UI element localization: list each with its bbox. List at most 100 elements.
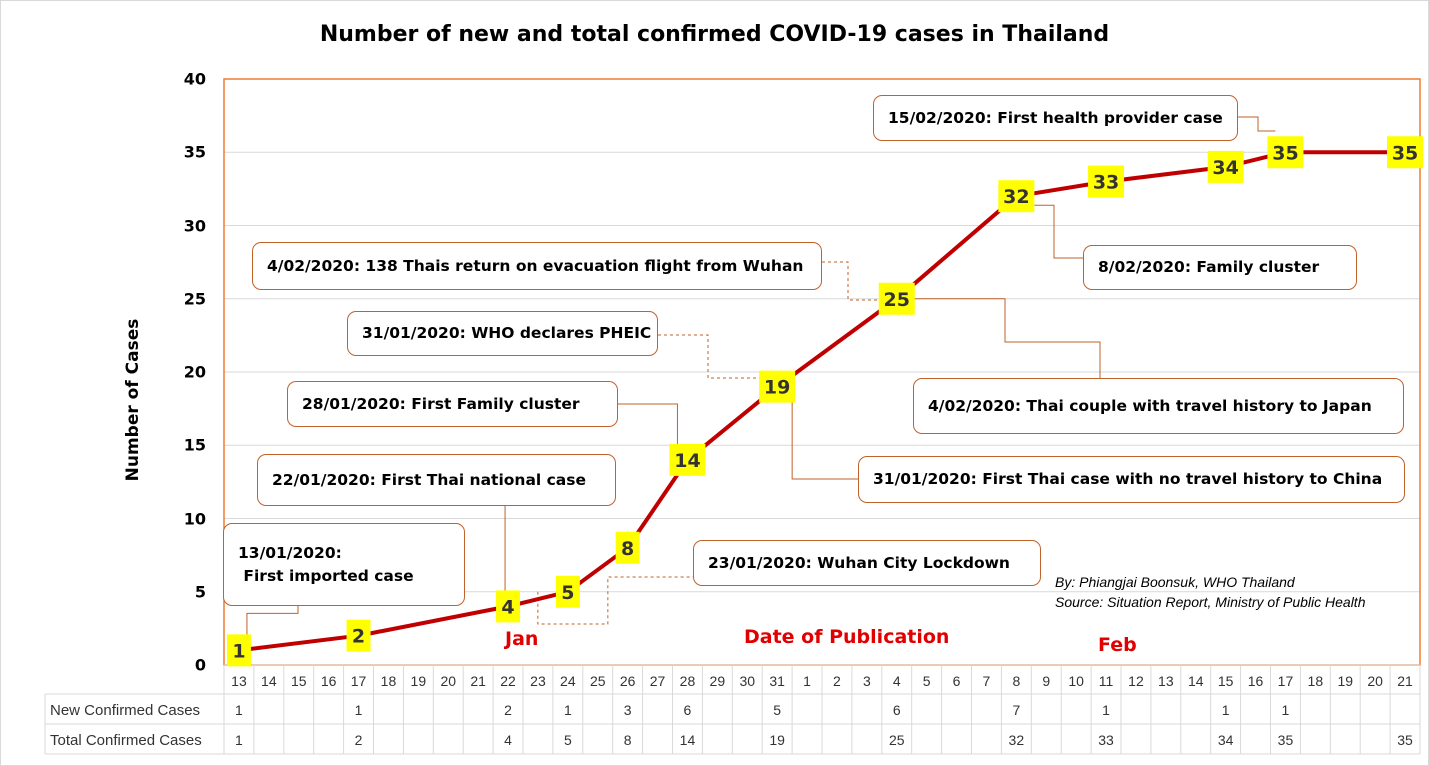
data-label-box-22 [878,282,915,315]
data-label-box-15 [669,443,706,476]
connector-31-jan-who [658,334,764,379]
callout-4-feb-evacuation-flight: 4/02/2020: 138 Thais return on evacuatio… [252,242,822,290]
callout-23-jan-text: 23/01/2020: Wuhan City Lockdown [708,553,1010,572]
connector-4-feb-evac [822,261,881,301]
data-label-35: 35 [1272,142,1298,164]
data-label-4: 2 [352,626,365,648]
x-tick-label-20: 2 [833,673,841,689]
data-point-26: 32 [998,180,1035,213]
data-point-13: 8 [615,531,640,564]
connector-15-feb [1238,116,1276,132]
table-cell-0-0: 1 [235,702,243,718]
x-tick-label-0: 13 [231,673,247,689]
data-point-22: 25 [878,282,915,315]
x-tick-label-15: 28 [680,673,696,689]
data-point-11: 5 [555,575,580,608]
callout-31-jan-no-travel-text: 31/01/2020: First Thai case with no trav… [873,470,1383,488]
data-label-11: 5 [561,582,574,604]
y-tick-label-35: 35 [183,142,206,162]
data-point-4: 2 [346,619,371,652]
x-tick-label-36: 18 [1308,673,1324,689]
credit-author: By: Phiangjai Boonsuk, WHO Thailand [1055,574,1295,590]
callout-31-jan-no-travel-history: 31/01/2020: First Thai case with no trav… [858,456,1405,503]
data-label-9: 4 [501,596,514,618]
table-cell-0-9: 2 [504,702,512,718]
table-cell-1-13: 8 [624,732,632,748]
callout-4-feb-japan-travel: 4/02/2020: Thai couple with travel histo… [913,378,1404,434]
data-label-box-9 [496,590,521,623]
x-tick-label-39: 21 [1397,673,1413,689]
data-label-box-35 [1267,136,1304,169]
x-tick-label-28: 10 [1068,673,1084,689]
x-tick-label-29: 11 [1099,673,1114,689]
x-tick-label-16: 29 [710,673,726,689]
data-label-13: 8 [621,538,634,560]
data-label-box-26 [998,180,1035,213]
x-tick-label-22: 4 [893,673,901,689]
y-tick-label-0: 0 [194,655,206,675]
callout-15-feb-text: 15/02/2020: First health provider case [888,108,1223,127]
x-tick-label-3: 16 [321,673,337,689]
x-tick-label-21: 3 [863,673,871,689]
table-cell-0-18: 5 [773,702,781,718]
table-cell-0-35: 1 [1282,702,1290,718]
connector-4-feb-japan [912,298,1101,378]
x-tick-label-12: 25 [590,673,606,689]
table-cell-1-26: 32 [1009,732,1025,748]
connector-31-jan-no-travel [791,400,858,480]
callout-28-jan-first-family-cluster: 28/01/2020: First Family cluster [287,381,618,427]
data-label-box-33 [1207,150,1244,183]
y-tick-label-25: 25 [183,289,206,309]
x-tick-label-34: 16 [1248,673,1264,689]
y-tick-label-40: 40 [183,69,206,89]
data-point-29: 33 [1088,165,1125,198]
x-tick-label-9: 22 [500,673,516,689]
data-label-39: 35 [1392,142,1418,164]
table-cell-1-11: 5 [564,732,572,748]
data-point-15: 14 [669,443,706,476]
data-point-0: 1 [226,634,251,667]
x-tick-label-2: 15 [291,673,307,689]
x-tick-label-25: 7 [983,673,991,689]
x-tick-label-23: 5 [923,673,931,689]
x-tick-label-8: 21 [470,673,486,689]
data-label-15: 14 [674,450,700,472]
x-tick-label-32: 14 [1188,673,1204,689]
table-cell-1-39: 35 [1397,732,1413,748]
data-label-box-11 [555,575,580,608]
x-tick-label-13: 26 [620,673,636,689]
x-tick-label-24: 6 [953,673,961,689]
table-cell-1-18: 19 [769,732,785,748]
data-label-box-0 [226,634,251,667]
table-cell-0-15: 6 [684,702,692,718]
x-tick-label-10: 23 [530,673,546,689]
table-cell-1-33: 34 [1218,732,1234,748]
table-cell-1-9: 4 [504,732,512,748]
x-tick-label-4: 17 [351,673,367,689]
callout-15-feb-health-provider: 15/02/2020: First health provider case [873,95,1238,141]
table-cell-0-33: 1 [1222,702,1230,718]
table-row-header-0: New Confirmed Cases [50,702,200,719]
callout-13-jan-line-2: First imported case [238,566,414,585]
callout-8-feb-text: 8/02/2020: Family cluster [1098,258,1320,276]
data-label-29: 33 [1093,172,1119,194]
x-tick-label-17: 30 [739,673,755,689]
table-cell-0-13: 3 [624,702,632,718]
x-tick-label-11: 24 [560,673,576,689]
x-tick-label-37: 19 [1337,673,1353,689]
credit-source: Source: Situation Report, Ministry of Pu… [1055,594,1366,610]
data-label-0: 1 [232,640,245,662]
y-tick-label-15: 15 [183,435,206,455]
connector-28-jan [618,403,678,446]
data-label-box-39 [1387,136,1424,169]
callout-22-jan-first-thai-national-case: 22/01/2020: First Thai national case [257,454,616,506]
callout-23-jan-wuhan-lockdown: 23/01/2020: Wuhan City Lockdown [693,540,1041,586]
x-tick-label-31: 13 [1158,673,1174,689]
x-tick-label-35: 17 [1278,673,1294,689]
callout-13-jan-line-1: 13/01/2020: [238,543,342,562]
data-point-35: 35 [1267,136,1304,169]
y-tick-label-20: 20 [183,362,206,382]
data-point-18: 19 [759,370,796,403]
y-axis-label: Number of Cases [123,318,143,482]
